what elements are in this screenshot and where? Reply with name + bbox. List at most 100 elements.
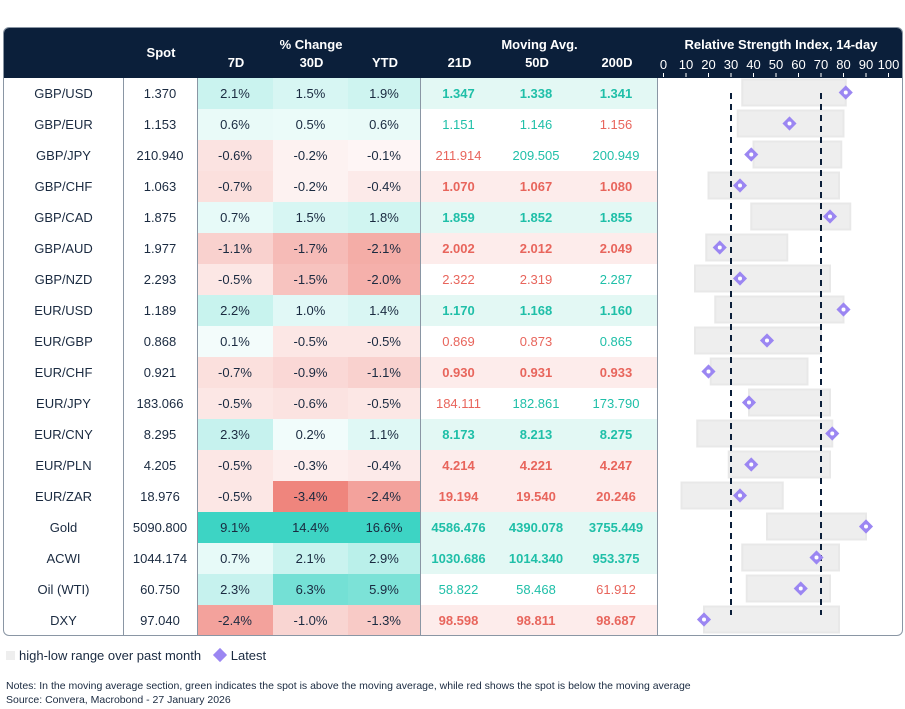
cell-ma200: 2.049 — [575, 233, 657, 264]
header-moving-avg: Moving Avg. — [501, 37, 578, 52]
notes-text: Notes: In the moving average section, gr… — [6, 680, 691, 692]
rsi-range-bar — [745, 574, 831, 603]
cell-spot: 97.040 — [140, 613, 180, 628]
cell-ma50: 8.213 — [497, 419, 575, 450]
range-legend-swatch — [6, 651, 15, 660]
cell-ytd: -0.5% — [348, 326, 420, 357]
table-row: Oil (WTI) 60.750 2.3% 6.3% 5.9% 58.822 58.468 6… — [4, 574, 658, 605]
cell-ytd: -2.4% — [348, 481, 420, 512]
cell-ytd: -2.1% — [348, 233, 420, 264]
cell-ma21: 4.214 — [420, 450, 497, 481]
cell-d7: -0.5% — [197, 450, 273, 481]
cell-ytd: 1.9% — [348, 78, 420, 109]
cell-ma50: 209.505 — [512, 148, 560, 163]
rsi-marker-center — [749, 462, 754, 467]
cell-d30: 14.4% — [273, 512, 348, 543]
rsi-range-bar — [707, 171, 840, 200]
cell-ma200: 173.790 — [592, 396, 640, 411]
cell-d30: -1.7% — [273, 233, 348, 264]
cell-pair: EUR/CHF — [34, 365, 93, 380]
table-row: EUR/CNY 8.295 2.3% 0.2% 1.1% 8.173 8.213 8.275 — [4, 419, 658, 450]
cell-d30: 1.5% — [273, 202, 348, 233]
legend: high-low range over past month Latest — [6, 647, 267, 663]
cell-spot: 1.189 — [143, 303, 177, 318]
rsi-marker-center — [814, 555, 819, 560]
table-row: GBP/USD 1.370 2.1% 1.5% 1.9% 1.347 1.338 1.341 — [4, 78, 658, 109]
cell-ma200: 200.949 — [592, 148, 640, 163]
cell-d30: 1.5% — [273, 78, 348, 109]
cell-spot: 1.153 — [143, 117, 177, 132]
cell-ytd: 5.9% — [348, 574, 420, 605]
cell-spot: 60.750 — [140, 582, 180, 597]
rsi-marker-center — [841, 307, 846, 312]
cell-ma21: 0.869 — [442, 334, 475, 349]
cell-ma21: 0.930 — [420, 357, 497, 388]
divider — [657, 78, 658, 635]
cell-ytd: 0.6% — [348, 109, 420, 140]
cell-ma200: 0.933 — [575, 357, 657, 388]
rsi-marker-center — [749, 152, 754, 157]
cell-d30: -0.9% — [273, 357, 348, 388]
rsi-tick-label: 10 — [679, 57, 693, 72]
cell-d30: 1.0% — [273, 295, 348, 326]
rsi-tick-label: 90 — [859, 57, 873, 72]
cell-pair: EUR/JPY — [36, 396, 91, 411]
header-spot: Spot — [146, 45, 176, 60]
cell-ma21: 184.111 — [435, 396, 482, 411]
table-row: ACWI 1044.174 0.7% 2.1% 2.9% 1030.686 1014.340… — [4, 543, 658, 574]
cell-ytd: -0.1% — [348, 140, 420, 171]
table-header: Spot % Change 7D 30D YTD Moving Avg. 21D… — [4, 28, 902, 78]
cell-ytd: -1.3% — [348, 605, 420, 635]
cell-pair: GBP/CAD — [34, 210, 93, 225]
rsi-tick-label: 70 — [814, 57, 828, 72]
source-text: Source: Convera, Macrobond - 27 January … — [6, 694, 231, 706]
cell-d7: 0.1% — [197, 326, 273, 357]
cell-pair: EUR/ZAR — [34, 489, 93, 504]
cell-pair: DXY — [50, 613, 77, 628]
cell-ma50: 4.221 — [497, 450, 575, 481]
cell-spot: 0.921 — [143, 365, 177, 380]
cell-d7: 0.7% — [197, 202, 273, 233]
table-row: DXY 97.040 -2.4% -1.0% -1.3% 98.598 98.811 98.6… — [4, 605, 658, 635]
cell-d30: -0.2% — [273, 140, 348, 171]
rsi-range-bar — [752, 140, 843, 169]
cell-ytd: -0.4% — [348, 171, 420, 202]
rsi-range-bar — [714, 295, 845, 324]
cell-ytd: 1.1% — [348, 419, 420, 450]
rsi-marker-center — [843, 90, 848, 95]
cell-ma200: 20.246 — [575, 481, 657, 512]
header-200d: 200D — [601, 55, 633, 70]
cell-spot: 18.976 — [140, 489, 180, 504]
rsi-marker-center — [828, 214, 832, 219]
cell-ma50: 1.168 — [497, 295, 575, 326]
cell-d7: 2.3% — [197, 419, 273, 450]
cell-pair: EUR/PLN — [35, 458, 92, 473]
rsi-range-bar — [694, 326, 822, 355]
header-50d: 50D — [525, 55, 549, 70]
rsi-marker-center — [747, 400, 751, 405]
cell-spot: 1044.174 — [132, 551, 188, 566]
rsi-marker-center — [717, 245, 722, 250]
rsi-marker-center — [702, 617, 706, 622]
cell-d7: 2.2% — [197, 295, 273, 326]
cell-d7: -0.5% — [197, 388, 273, 419]
header-pct-change: % Change — [279, 37, 343, 52]
cell-d7: 9.1% — [197, 512, 273, 543]
cell-spot: 1.875 — [143, 210, 177, 225]
rsi-tick-label: 60 — [791, 57, 805, 72]
legend-latest-label: Latest — [230, 648, 267, 663]
cell-ma200: 98.687 — [575, 605, 657, 635]
cell-d7: 2.3% — [197, 574, 273, 605]
cell-ma21: 1.151 — [442, 117, 475, 132]
cell-spot: 210.940 — [136, 148, 184, 163]
cell-pair: Gold — [49, 520, 78, 535]
cell-ma200: 1.341 — [575, 78, 657, 109]
cell-d7: -0.6% — [197, 140, 273, 171]
cell-pair: Oil (WTI) — [37, 582, 90, 597]
fx-table: Spot % Change 7D 30D YTD Moving Avg. 21D… — [3, 27, 903, 636]
cell-ma21: 19.194 — [420, 481, 497, 512]
rsi-tick-label: 40 — [746, 57, 760, 72]
cell-d7: -2.4% — [197, 605, 273, 635]
cell-spot: 183.066 — [136, 396, 184, 411]
cell-pair: GBP/NZD — [34, 272, 93, 287]
